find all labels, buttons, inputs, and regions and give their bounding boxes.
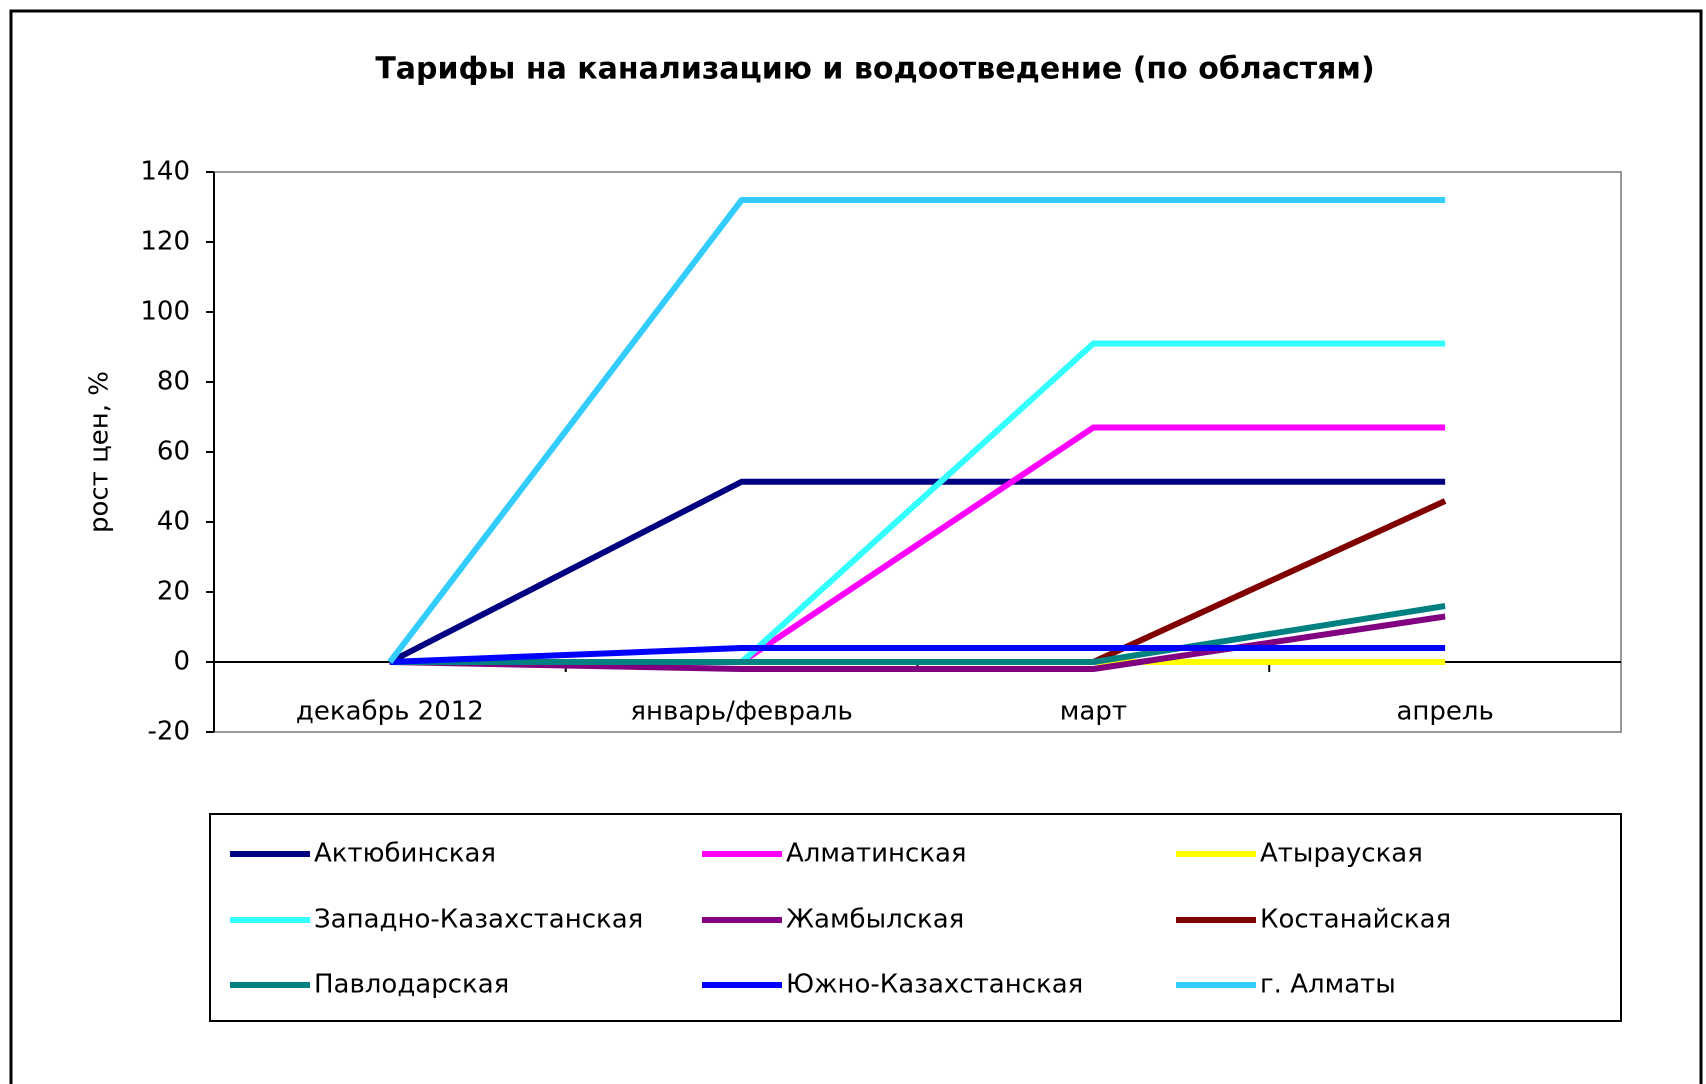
legend-label: Жамбылская (786, 905, 964, 935)
series-line (389, 613, 1446, 672)
y-tick-label: 60 (157, 437, 190, 467)
legend-label: Костанайская (1260, 905, 1451, 935)
chart-title: Тарифы на канализацию и водоотведение (п… (375, 52, 1374, 87)
legend-label: Атырауская (1260, 839, 1423, 869)
legend-label: Южно-Казахстанская (786, 970, 1083, 1000)
series-line (389, 645, 1446, 665)
x-tick-label: апрель (1396, 697, 1493, 727)
series-line (388, 478, 1446, 665)
series-line (389, 340, 1446, 665)
legend-label: Павлодарская (314, 970, 509, 1000)
y-tick-label: 100 (140, 297, 190, 327)
legend (209, 813, 1622, 1022)
y-tick-label: 20 (157, 577, 190, 607)
y-tick-label: 0 (173, 647, 190, 677)
y-tick-label: 40 (157, 507, 190, 537)
y-tick-label: 80 (157, 367, 190, 397)
x-tick-label: март (1060, 697, 1127, 727)
x-tick-label: январь/февраль (630, 697, 852, 727)
y-tick-label: 120 (140, 227, 190, 257)
y-tick-label: -20 (148, 717, 190, 747)
legend-label: Западно-Казахстанская (314, 905, 643, 935)
y-tick-label: 140 (140, 157, 190, 187)
series-line (387, 197, 1446, 664)
legend-label: Алматинская (786, 839, 967, 869)
series-line (389, 424, 1446, 665)
legend-label: г. Алматы (1260, 970, 1396, 1000)
x-tick-label: декабрь 2012 (296, 697, 484, 727)
series-line (389, 603, 1446, 665)
y-axis-label: рост цен, % (85, 371, 115, 533)
chart-border (9, 9, 1703, 1084)
legend-label: Актюбинская (314, 839, 496, 869)
